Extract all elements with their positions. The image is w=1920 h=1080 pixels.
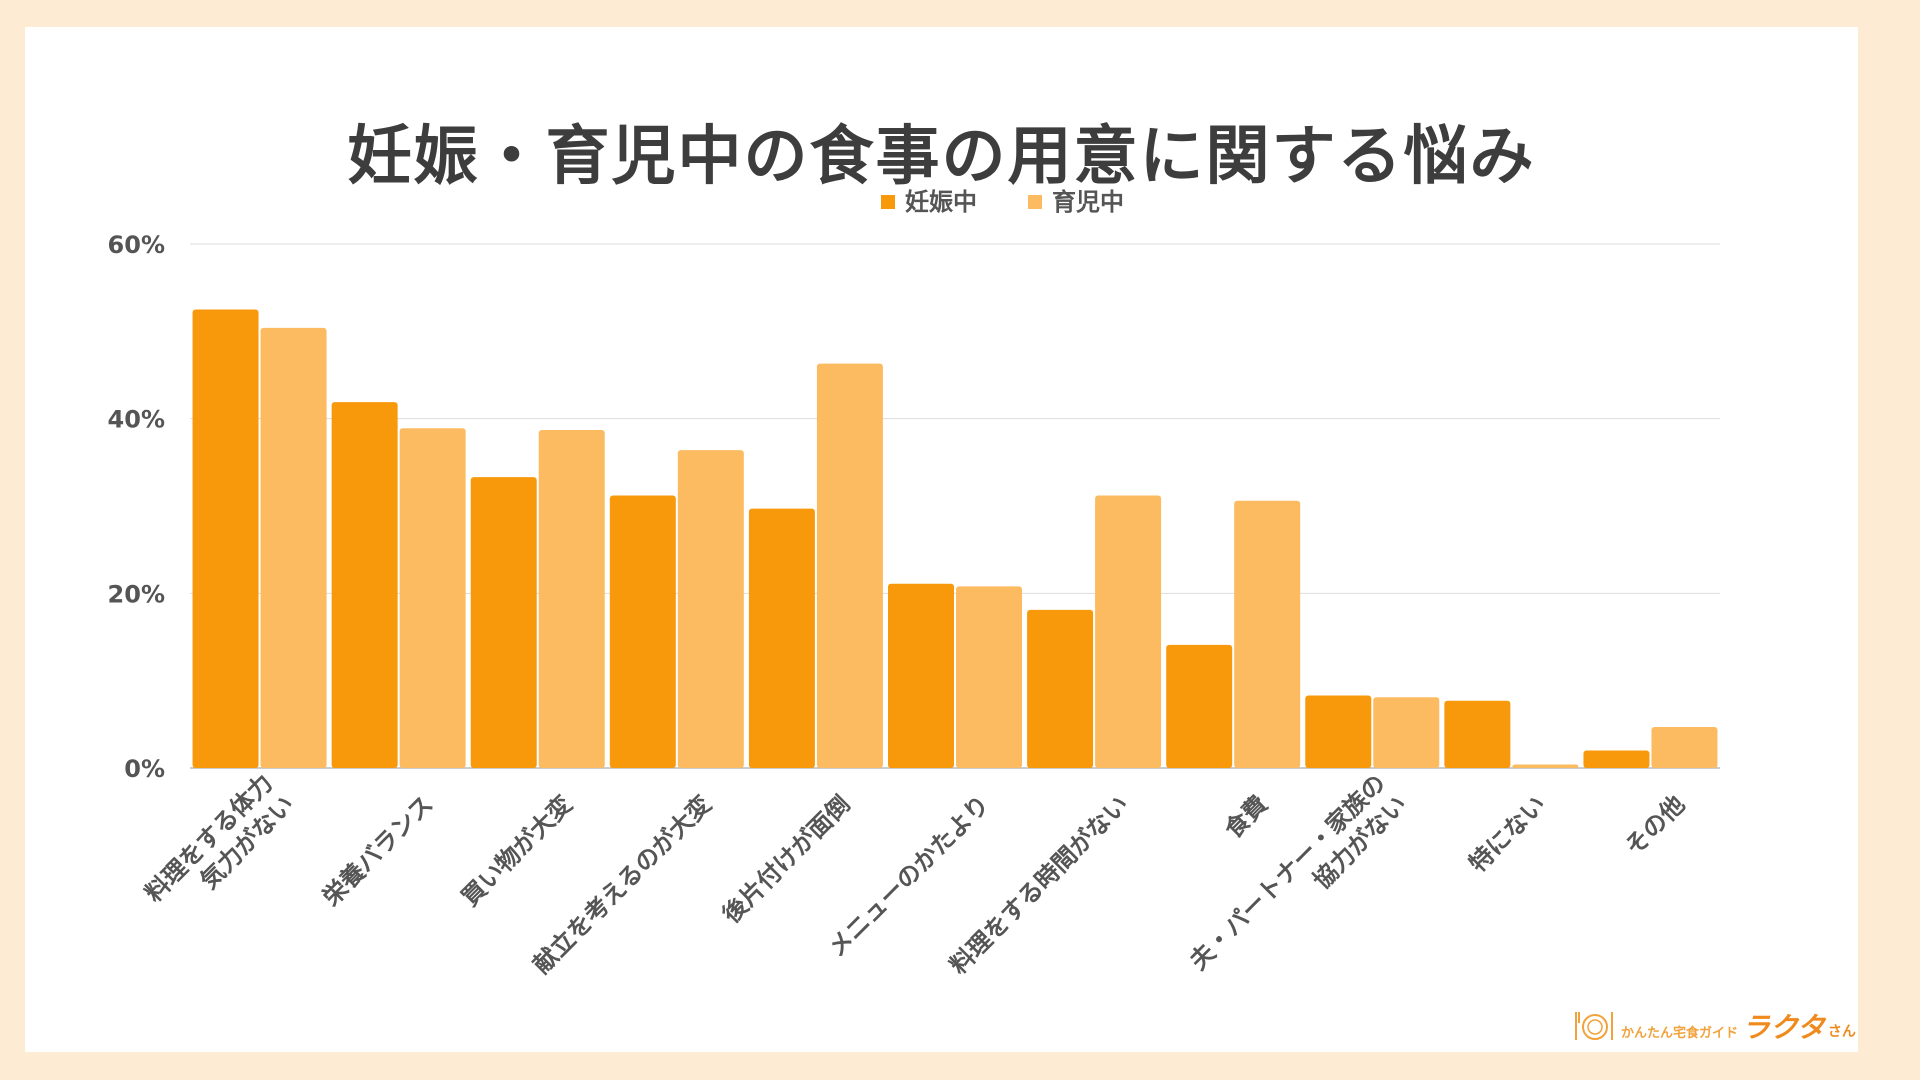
x-category-label: 特にない <box>1464 790 1552 878</box>
x-category-label-line: その他 <box>1620 790 1691 861</box>
logo-subtitle: かんたん宅食ガイド <box>1621 1026 1739 1041</box>
x-category-label-line: 特にない <box>1464 790 1552 878</box>
bar-childcare <box>538 430 605 768</box>
y-tick-label: 40% <box>108 406 165 434</box>
bar-childcare <box>1095 495 1162 768</box>
legend-pregnancy-swatch <box>881 195 895 209</box>
bar-childcare <box>399 428 466 768</box>
bar-pregnancy <box>1166 644 1233 768</box>
bar-pregnancy <box>1583 750 1650 768</box>
x-category-label: その他 <box>1620 790 1691 861</box>
bar-pregnancy <box>748 508 815 768</box>
bar-pregnancy <box>1027 609 1094 768</box>
y-tick-label: 0% <box>124 755 165 783</box>
logo-name: ラクタ <box>1742 1011 1825 1044</box>
bar-childcare <box>816 363 883 768</box>
bar-pregnancy <box>888 583 954 768</box>
y-tick-label: 60% <box>108 231 165 259</box>
plate-cutlery-icon <box>1575 1012 1613 1040</box>
bar-pregnancy <box>1305 695 1372 768</box>
bar-childcare <box>260 327 327 768</box>
bar-childcare <box>677 450 744 768</box>
x-category-label: 食費 <box>1219 790 1273 844</box>
legend-pregnancy-label: 妊娠中 <box>905 188 977 216</box>
bar-pregnancy <box>470 477 537 768</box>
chart-title: 妊娠・育児中の食事の用意に関する悩み <box>347 120 1536 194</box>
bar-childcare <box>1373 697 1440 768</box>
x-category-label: 後片付けが面倒 <box>717 790 856 929</box>
bar-childcare <box>1512 764 1579 768</box>
bar-childcare <box>1234 500 1301 768</box>
chart-card: 妊娠・育児中の食事の用意に関する悩み 0% 20% 40% 60% 料理をする体力 気力が… <box>25 27 1858 1052</box>
bar-pregnancy <box>609 495 676 768</box>
bar-childcare <box>1651 726 1718 768</box>
brand-logo: かんたん宅食ガイド ラクタ さん <box>1573 1009 1856 1043</box>
legend-childcare-label: 育児中 <box>1052 188 1124 216</box>
bar-pregnancy <box>192 309 259 768</box>
bar-childcare <box>956 586 1022 768</box>
x-category-label: 栄養バランス <box>317 790 439 912</box>
bar-pregnancy <box>1444 700 1511 768</box>
x-category-label-line: 買い物が大変 <box>456 790 578 912</box>
x-category-label: 買い物が大変 <box>456 790 578 912</box>
y-tick-label: 20% <box>108 580 165 608</box>
x-category-label-line: 夫・パートナー・家族の <box>1184 769 1390 975</box>
bar-pregnancy <box>331 402 398 768</box>
legend-childcare-swatch <box>1028 195 1042 209</box>
logo-suffix: さん <box>1827 1024 1856 1040</box>
x-category-label-line: 後片付けが面倒 <box>717 790 856 929</box>
x-category-label-line: 栄養バランス <box>317 790 439 912</box>
x-category-label-line: 食費 <box>1219 790 1273 844</box>
